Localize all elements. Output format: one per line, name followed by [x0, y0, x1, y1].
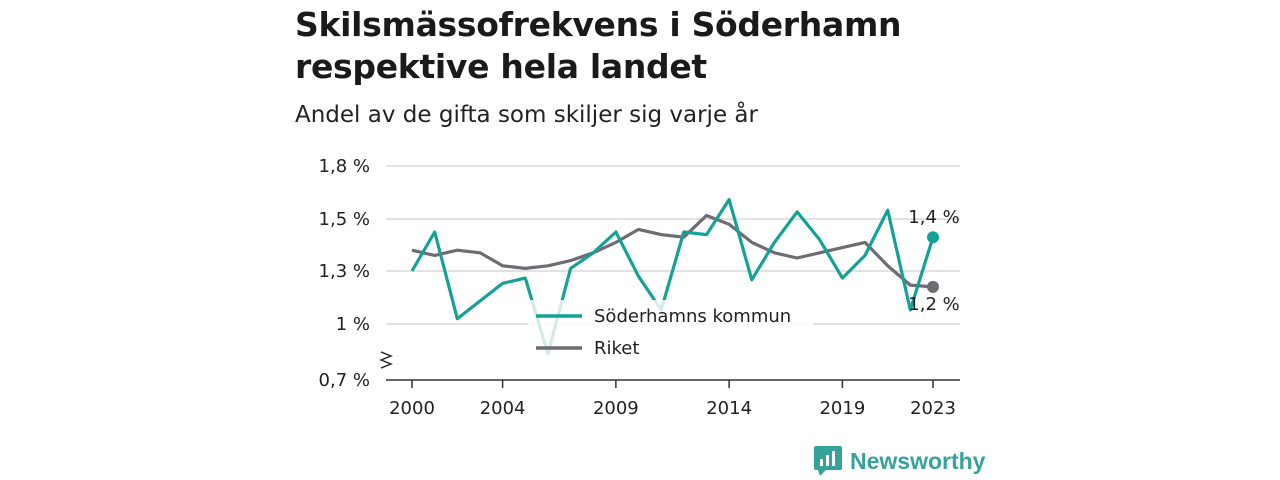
- line-chart: 0,7 % 1 % 1,3 % 1,5 % 1,8 % 2000 2004 2009 2014…: [319, 156, 960, 419]
- x-tick-label: 2023: [910, 398, 956, 419]
- x-tick-label: 2014: [706, 398, 752, 419]
- brand-name: Newsworthy: [850, 447, 986, 474]
- y-tick-label: 1,3 %: [319, 261, 370, 282]
- y-axis-ticks: 0,7 % 1 % 1,3 % 1,5 % 1,8 %: [319, 156, 394, 391]
- axis-break-marker: [378, 351, 394, 369]
- series-lines: 1,4 % 1,2 %: [410, 198, 960, 356]
- y-tick-label: 1,5 %: [319, 209, 370, 230]
- series-line-riket: [411, 213, 934, 289]
- y-tick-label: 1,8 %: [319, 156, 370, 177]
- x-tick-label: 2009: [593, 398, 639, 419]
- legend: Söderhamns kommun Riket: [528, 300, 813, 362]
- grid-lines: [386, 165, 960, 325]
- legend-label: Söderhamns kommun: [594, 306, 791, 327]
- legend-background: [528, 300, 813, 362]
- newsworthy-logo-icon: [814, 446, 842, 476]
- chart-title: Skilsmässofrekvens i Söderhamn respektiv…: [295, 5, 902, 86]
- x-tick-label: 2000: [389, 398, 435, 419]
- series-end-point: [927, 280, 939, 293]
- end-label-soderhamn: 1,4 %: [908, 207, 959, 228]
- chart-subtitle: Andel av de gifta som skiljer sig varje …: [295, 102, 758, 128]
- y-tick-label: 0,7 %: [319, 370, 370, 391]
- x-tick-label: 2004: [480, 398, 526, 419]
- x-axis: 2000 2004 2009 2014 2019 2023: [386, 379, 960, 419]
- end-label-riket: 1,2 %: [908, 294, 959, 315]
- series-end-point: [927, 231, 939, 244]
- x-tick-label: 2019: [819, 398, 865, 419]
- legend-label: Riket: [594, 338, 639, 359]
- series-line-soderhamn: [410, 198, 935, 356]
- brand-logo: Newsworthy: [814, 444, 985, 478]
- y-tick-label: 1 %: [336, 314, 370, 335]
